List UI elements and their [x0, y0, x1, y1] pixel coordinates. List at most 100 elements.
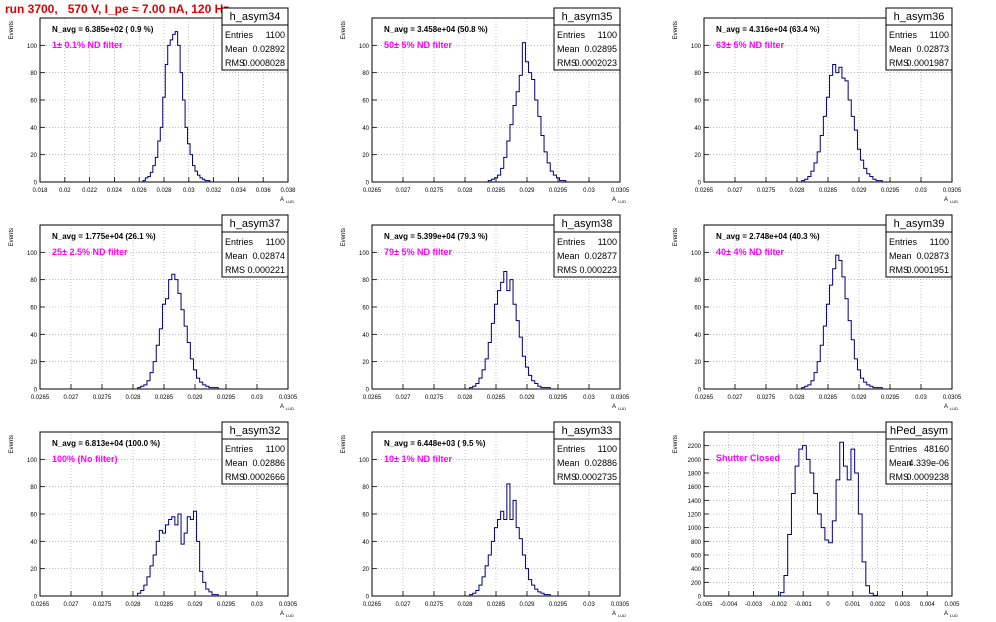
x-tick-label: 0.027	[395, 602, 411, 608]
y-tick-label: 40	[362, 333, 369, 339]
y-tick-label: 80	[30, 278, 37, 284]
y-axis-label: Events	[673, 21, 679, 39]
stats-box	[221, 7, 289, 71]
x-tick-label: 0.0295	[549, 188, 568, 194]
filter-label: Shutter Closed	[716, 453, 780, 463]
y-tick-label: 60	[362, 306, 369, 312]
x-tick-label: 0.028	[789, 395, 805, 401]
x-tick-label: 0.002	[870, 602, 886, 608]
y-tick-label: 20	[30, 567, 37, 573]
x-tick-label: 0.03	[583, 395, 595, 401]
y-tick-label: 1400	[688, 499, 702, 505]
y-axis-label: Events	[9, 228, 15, 246]
stats-title: hPed_asym	[890, 425, 948, 437]
x-tick-label: 0.0295	[549, 395, 568, 401]
y-tick-label: 80	[30, 71, 37, 77]
stats-entries-label: Entries	[889, 30, 918, 40]
stats-mean-label: Mean	[557, 251, 580, 261]
y-tick-label: 2200	[688, 444, 702, 450]
histogram-series	[801, 63, 883, 182]
x-tick-label: 0.027	[63, 395, 79, 401]
stats-entries-label: Entries	[889, 237, 918, 247]
y-axis-label: Events	[341, 435, 347, 453]
x-tick-label: 0.0265	[695, 395, 714, 401]
x-axis-label: A	[944, 611, 948, 617]
y-tick-label: 0	[366, 595, 370, 601]
y-tick-label: 60	[362, 513, 369, 519]
histogram-series	[801, 254, 883, 389]
x-tick-label: 0.026	[132, 188, 148, 194]
stats-rms-label: RMS	[889, 265, 909, 275]
x-tick-label: 0.03	[183, 188, 195, 194]
x-tick-label: 0.029	[187, 395, 203, 401]
x-tick-label: 0.03	[583, 188, 595, 194]
navg-label: N_avg = 6.385e+02 ( 0.9 %)	[52, 25, 154, 34]
y-axis-label: Events	[673, 228, 679, 246]
x-tick-label: 0.0295	[881, 395, 900, 401]
stats-title: h_asym33	[562, 425, 613, 437]
stats-entries-value: 1100	[266, 444, 285, 454]
histogram-series	[142, 31, 211, 182]
navg-label: N_avg = 6.813e+04 (100.0 %)	[52, 439, 160, 448]
y-tick-label: 40	[362, 540, 369, 546]
stats-title: h_asym34	[230, 11, 281, 23]
stats-entries-value: 1100	[930, 237, 949, 247]
x-tick-label: 0.028	[457, 602, 473, 608]
y-tick-label: 1600	[688, 485, 702, 491]
stats-mean-value: 0.02895	[584, 44, 617, 54]
stats-entries-label: Entries	[557, 237, 586, 247]
x-tick-label: 0.0265	[363, 602, 382, 608]
stats-box	[885, 214, 953, 278]
stats-mean-value: 0.02886	[584, 458, 617, 468]
y-tick-label: 100	[359, 251, 370, 257]
y-tick-label: 20	[694, 153, 701, 159]
stats-entries-label: Entries	[889, 444, 918, 454]
stats-title: h_asym36	[894, 11, 945, 23]
x-axis-label: A	[612, 611, 616, 617]
y-tick-label: 20	[30, 153, 37, 159]
stats-rms-value: 0.0002023	[574, 58, 617, 68]
x-tick-label: 0.027	[727, 188, 743, 194]
y-tick-label: 20	[362, 360, 369, 366]
x-tick-label: 0.0305	[279, 395, 298, 401]
x-tick-label: 0.03	[583, 602, 595, 608]
plot-frame	[371, 17, 621, 183]
histogram-panel: 0.0265 0.027 0.0275 0.028 0.0285 0.029 0.0295 0…	[9, 214, 298, 411]
stats-rms-value: 0.0001951	[906, 265, 949, 275]
stats-mean-label: Mean	[225, 44, 248, 54]
stats-mean-value: 4.339e-06	[908, 458, 949, 468]
y-tick-label: 0	[34, 181, 38, 187]
x-axis-label: A	[280, 611, 284, 617]
y-tick-label: 100	[359, 44, 370, 50]
stats-entries-value: 1100	[266, 30, 285, 40]
y-tick-label: 20	[694, 360, 701, 366]
x-tick-label: 0.028	[156, 188, 172, 194]
navg-label: N_avg = 3.458e+04 (50.8 %)	[384, 25, 488, 34]
x-tick-label: 0.028	[789, 188, 805, 194]
stats-title: h_asym32	[230, 425, 281, 437]
histogram-panel: 0.018 0.02 0.022 0.024 0.026 0.028 0.03 0.032 0.…	[9, 7, 296, 204]
stats-rms-label: RMS	[889, 472, 909, 482]
stats-mean-value: 0.02874	[252, 251, 285, 261]
navg-label: N_avg = 5.399e+04 (79.3 %)	[384, 232, 488, 241]
y-tick-label: 80	[362, 485, 369, 491]
stats-title: h_asym37	[230, 218, 281, 230]
y-tick-label: 80	[362, 71, 369, 77]
stats-rms-value: 0.000223	[579, 265, 617, 275]
y-tick-label: 100	[691, 44, 702, 50]
y-axis-label: Events	[9, 21, 15, 39]
stats-box	[553, 7, 621, 71]
x-axis-label: A	[280, 197, 284, 203]
histogram-series	[469, 483, 551, 596]
stats-rms-value: 0.0001987	[906, 58, 949, 68]
x-axis-label: A	[612, 197, 616, 203]
x-tick-label: 0.0285	[487, 395, 506, 401]
histogram-series	[487, 42, 567, 182]
x-tick-label: 0.024	[107, 188, 123, 194]
filter-label: 50± 5% ND filter	[384, 40, 452, 50]
y-tick-label: 60	[30, 513, 37, 519]
histogram-panel: 0.0265 0.027 0.0275 0.028 0.0285 0.029 0.0295 0…	[673, 7, 962, 204]
stats-entries-label: Entries	[557, 30, 586, 40]
stats-mean-label: Mean	[889, 44, 912, 54]
stats-mean-value: 0.02886	[252, 458, 285, 468]
